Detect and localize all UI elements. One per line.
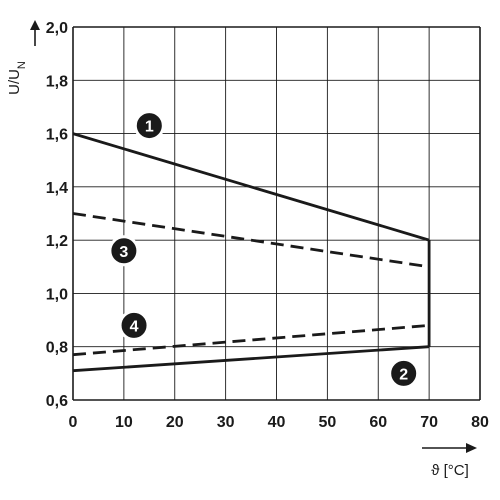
y-tick-label: 0,6 <box>46 393 68 410</box>
x-axis-arrowhead <box>466 443 477 453</box>
y-tick-label: 1,8 <box>46 73 68 90</box>
y-tick-label: 1,2 <box>46 233 68 250</box>
x-tick-label: 40 <box>268 414 286 431</box>
y-tick-label: 2,0 <box>46 20 68 37</box>
series-badge-label-1: 1 <box>145 119 154 136</box>
x-tick-label: 0 <box>69 414 78 431</box>
series-badge-label-3: 3 <box>119 244 128 261</box>
series-badge-2 <box>388 357 420 389</box>
x-tick-label: 20 <box>166 414 184 431</box>
y-tick-label: 1,6 <box>46 127 68 144</box>
series-badge-4 <box>118 309 150 341</box>
series-badge-label-4: 4 <box>130 318 139 335</box>
series-lines <box>72 132 431 373</box>
series-badges: 1 2 3 4 <box>108 110 420 389</box>
tick-labels: 0 10 20 30 40 50 60 70 80 0,6 0,8 1,0 1,2 1,4 1,6 1,8 2,… <box>46 20 489 431</box>
series-line-2 <box>72 345 430 373</box>
x-tick-label: 70 <box>420 414 438 431</box>
x-tick-label: 60 <box>369 414 387 431</box>
series-badge-3 <box>108 235 140 267</box>
x-tick-label: 50 <box>318 414 336 431</box>
x-axis-title: ϑ [°C] <box>431 462 469 479</box>
y-axis-arrowhead <box>30 20 40 30</box>
series-badge-1 <box>133 110 165 142</box>
x-tick-label: 10 <box>115 414 133 431</box>
y-tick-label: 1,0 <box>46 286 68 303</box>
x-tick-label: 30 <box>217 414 235 431</box>
grid <box>72 26 481 401</box>
y-tick-label: 1,4 <box>46 180 68 197</box>
y-tick-label: 0,8 <box>46 340 68 357</box>
series-badge-label-2: 2 <box>399 366 408 383</box>
axis-titles: U/UN ϑ [°C] <box>6 20 477 479</box>
series-line-1 <box>72 132 430 242</box>
series-line-3 <box>72 212 430 269</box>
x-tick-label: 80 <box>471 414 489 431</box>
y-axis-title: U/UN <box>6 61 28 95</box>
